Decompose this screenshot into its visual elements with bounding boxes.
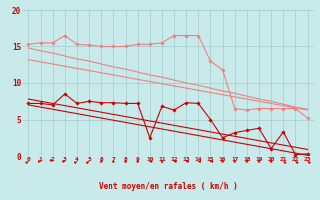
X-axis label: Vent moyen/en rafales ( km/h ): Vent moyen/en rafales ( km/h ) xyxy=(99,182,237,191)
